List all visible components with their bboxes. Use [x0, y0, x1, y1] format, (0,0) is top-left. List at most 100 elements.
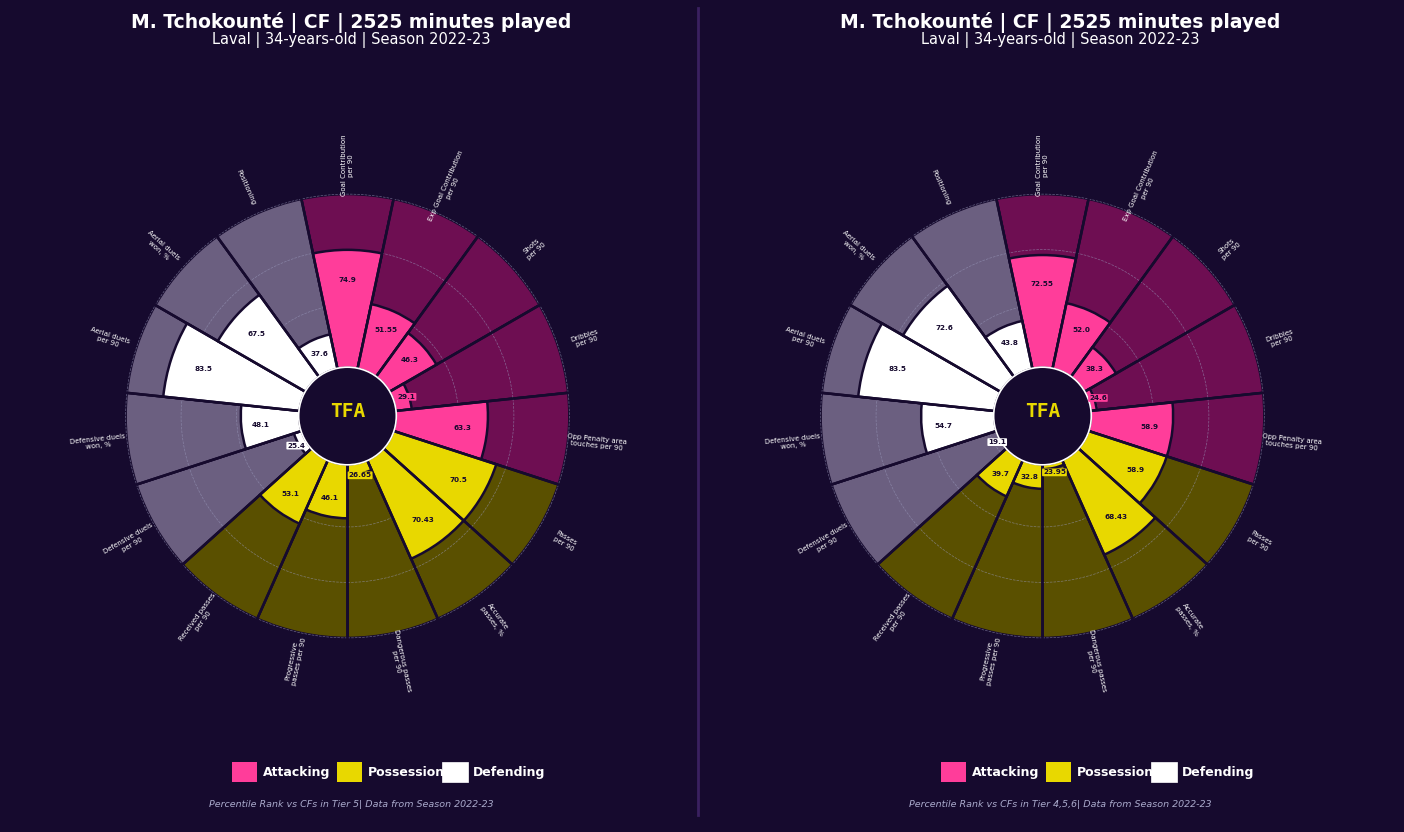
Text: Percentile Rank vs CFs in Tier 4,5,6| Data from Season 2022-23: Percentile Rank vs CFs in Tier 4,5,6| Da… [908, 800, 1212, 809]
Wedge shape [348, 393, 570, 484]
Wedge shape [831, 416, 1042, 564]
Text: Dangerous passes
per 90: Dangerous passes per 90 [1081, 629, 1108, 694]
Text: 19.1: 19.1 [988, 439, 1007, 445]
Text: 26.65: 26.65 [348, 473, 372, 478]
Wedge shape [952, 416, 1042, 638]
Wedge shape [1042, 416, 1133, 638]
Wedge shape [903, 285, 1042, 416]
Wedge shape [1012, 416, 1042, 488]
Text: Defending: Defending [473, 765, 546, 779]
Wedge shape [299, 334, 348, 416]
Text: 58.9: 58.9 [1126, 467, 1144, 473]
Wedge shape [1042, 347, 1116, 416]
Text: 63.3: 63.3 [453, 425, 470, 431]
Wedge shape [1042, 403, 1174, 457]
Wedge shape [348, 416, 512, 619]
Text: Aerial duels
won, %: Aerial duels won, % [837, 230, 876, 267]
Wedge shape [1009, 255, 1075, 416]
Text: Received passes
per 90: Received passes per 90 [178, 592, 222, 646]
Wedge shape [126, 305, 348, 416]
Wedge shape [348, 416, 496, 521]
Text: Progressive
passes per 90: Progressive passes per 90 [284, 636, 307, 686]
Text: Positioning: Positioning [929, 168, 951, 206]
Text: Shots
per 90: Shots per 90 [521, 235, 546, 260]
Wedge shape [851, 236, 1042, 416]
Text: Laval | 34-years-old | Season 2022-23: Laval | 34-years-old | Season 2022-23 [921, 32, 1199, 47]
Wedge shape [821, 305, 1042, 416]
Text: Dangerous passes
per 90: Dangerous passes per 90 [386, 629, 413, 694]
Text: 52.0: 52.0 [1073, 327, 1090, 333]
Text: Passes
per 90: Passes per 90 [1247, 530, 1273, 552]
Wedge shape [348, 333, 437, 416]
Text: Exp Goal Contribution
per 90: Exp Goal Contribution per 90 [428, 149, 470, 225]
Text: Aerial duels
won, %: Aerial duels won, % [142, 230, 181, 267]
Text: 43.8: 43.8 [1001, 340, 1019, 346]
Wedge shape [218, 295, 348, 416]
Circle shape [994, 367, 1091, 465]
Text: Received passes
per 90: Received passes per 90 [873, 592, 917, 646]
Text: Defensive duels
won, %: Defensive duels won, % [765, 433, 821, 452]
Text: Positioning: Positioning [234, 168, 256, 206]
Wedge shape [348, 416, 559, 564]
Wedge shape [218, 199, 348, 416]
Text: 25.4: 25.4 [288, 443, 305, 448]
Wedge shape [260, 416, 348, 523]
Text: Laval | 34-years-old | Season 2022-23: Laval | 34-years-old | Season 2022-23 [212, 32, 490, 47]
Wedge shape [913, 199, 1042, 416]
Wedge shape [348, 199, 477, 416]
Wedge shape [348, 384, 411, 416]
Text: 39.7: 39.7 [991, 472, 1009, 478]
Text: Defending: Defending [1182, 765, 1255, 779]
Wedge shape [986, 321, 1042, 416]
Text: 29.1: 29.1 [397, 394, 416, 400]
Text: 37.6: 37.6 [310, 350, 329, 356]
Text: 24.6: 24.6 [1090, 395, 1106, 401]
Text: Percentile Rank vs CFs in Tier 5| Data from Season 2022-23: Percentile Rank vs CFs in Tier 5| Data f… [209, 800, 493, 809]
Text: 53.1: 53.1 [282, 491, 299, 498]
Text: Exp Goal Contribution
per 90: Exp Goal Contribution per 90 [1123, 149, 1165, 225]
Text: 83.5: 83.5 [194, 366, 212, 372]
Text: 72.55: 72.55 [1031, 281, 1054, 287]
Text: Shots
per 90: Shots per 90 [1216, 235, 1241, 260]
Wedge shape [1042, 305, 1264, 416]
Wedge shape [257, 416, 348, 638]
Wedge shape [302, 194, 393, 416]
Text: Possession: Possession [1077, 765, 1154, 779]
Wedge shape [1042, 416, 1064, 469]
Wedge shape [820, 393, 1042, 484]
Text: 23.95: 23.95 [1043, 469, 1066, 475]
Text: Opp Penalty area
touches per 90: Opp Penalty area touches per 90 [1261, 433, 1323, 452]
Text: 72.6: 72.6 [935, 324, 953, 330]
Wedge shape [1042, 393, 1265, 484]
Wedge shape [348, 401, 489, 459]
Text: Defensive duels
per 90: Defensive duels per 90 [102, 522, 157, 561]
Text: Passes
per 90: Passes per 90 [552, 530, 578, 552]
Text: Defensive duels
per 90: Defensive duels per 90 [797, 522, 852, 561]
Text: 70.5: 70.5 [449, 477, 468, 483]
Text: Accurate
passes, %: Accurate passes, % [479, 601, 511, 636]
Text: 68.43: 68.43 [1104, 513, 1127, 520]
Wedge shape [1042, 416, 1155, 555]
Text: 38.3: 38.3 [1085, 366, 1104, 373]
Wedge shape [921, 404, 1042, 453]
Wedge shape [306, 416, 348, 518]
Wedge shape [156, 236, 348, 416]
Wedge shape [1042, 416, 1167, 503]
Text: Aerial duels
per 90: Aerial duels per 90 [782, 326, 826, 351]
Wedge shape [1042, 416, 1254, 564]
Wedge shape [858, 324, 1042, 416]
Wedge shape [183, 416, 348, 619]
Text: 58.9: 58.9 [1140, 424, 1158, 430]
Wedge shape [136, 416, 348, 564]
Text: Dribbles
per 90: Dribbles per 90 [570, 328, 601, 349]
Text: Progressive
passes per 90: Progressive passes per 90 [979, 636, 1002, 686]
Text: Possession: Possession [368, 765, 445, 779]
Wedge shape [348, 416, 463, 559]
Wedge shape [348, 305, 569, 416]
Wedge shape [1042, 416, 1207, 619]
Wedge shape [997, 194, 1088, 416]
Circle shape [299, 367, 396, 465]
Text: 51.55: 51.55 [373, 327, 397, 334]
Text: M. Tchokounté | CF | 2525 minutes played: M. Tchokounté | CF | 2525 minutes played [840, 12, 1280, 33]
Wedge shape [313, 250, 382, 416]
